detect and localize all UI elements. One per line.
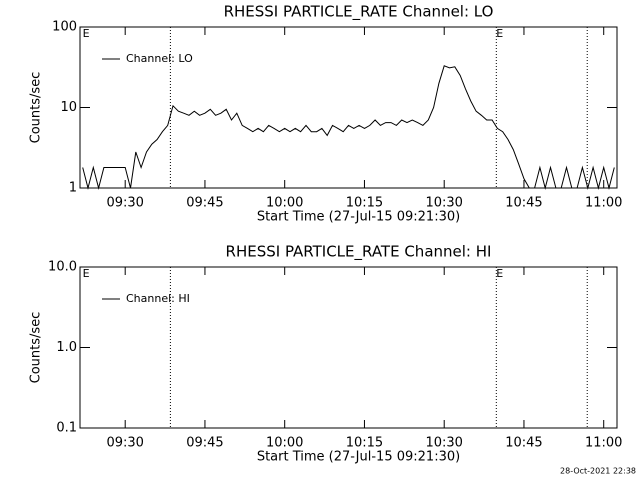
x-tick-label: 10:00 bbox=[266, 196, 303, 211]
y-tick-label: 1 bbox=[69, 181, 77, 196]
x-tick-label: 09:45 bbox=[186, 436, 223, 451]
y-tick-label: 100 bbox=[52, 20, 77, 35]
x-tick-label: 10:45 bbox=[505, 196, 542, 211]
x-tick-label: 10:45 bbox=[505, 436, 542, 451]
x-tick-label: 10:00 bbox=[266, 436, 303, 451]
x-tick-label: 10:30 bbox=[425, 436, 462, 451]
y-tick-label: 10 bbox=[60, 100, 77, 115]
legend-label: Channel: LO bbox=[126, 52, 193, 65]
x-tick-label: 10:15 bbox=[346, 196, 383, 211]
y-axis-label: Counts/sec bbox=[29, 72, 44, 144]
legend-label: Channel: HI bbox=[126, 292, 190, 305]
x-tick-label: 09:30 bbox=[106, 436, 143, 451]
x-tick-label: 09:45 bbox=[186, 196, 223, 211]
data-line bbox=[82, 65, 615, 190]
chart-title: RHESSI PARTICLE_RATE Channel: LO bbox=[224, 3, 494, 22]
x-tick-label: 11:00 bbox=[585, 436, 622, 451]
annotation: E bbox=[496, 267, 503, 280]
y-tick-label: 0.1 bbox=[56, 421, 77, 436]
date-stamp: 28-Oct-2021 22:38 bbox=[560, 467, 636, 476]
x-axis-label: Start Time (27-Jul-15 09:21:30) bbox=[257, 450, 460, 465]
annotation: E bbox=[83, 27, 90, 40]
annotation: E bbox=[83, 267, 90, 280]
annotation: E bbox=[496, 27, 503, 40]
y-axis-label: Counts/sec bbox=[29, 312, 44, 384]
chart-title: RHESSI PARTICLE_RATE Channel: HI bbox=[226, 243, 492, 262]
x-axis-label: Start Time (27-Jul-15 09:21:30) bbox=[257, 210, 460, 225]
y-tick-label: 1.0 bbox=[56, 340, 77, 355]
y-tick-label: 10.0 bbox=[48, 260, 77, 275]
x-tick-label: 10:15 bbox=[346, 436, 383, 451]
x-tick-label: 11:00 bbox=[585, 196, 622, 211]
x-tick-label: 10:30 bbox=[425, 196, 462, 211]
x-tick-label: 09:30 bbox=[106, 196, 143, 211]
